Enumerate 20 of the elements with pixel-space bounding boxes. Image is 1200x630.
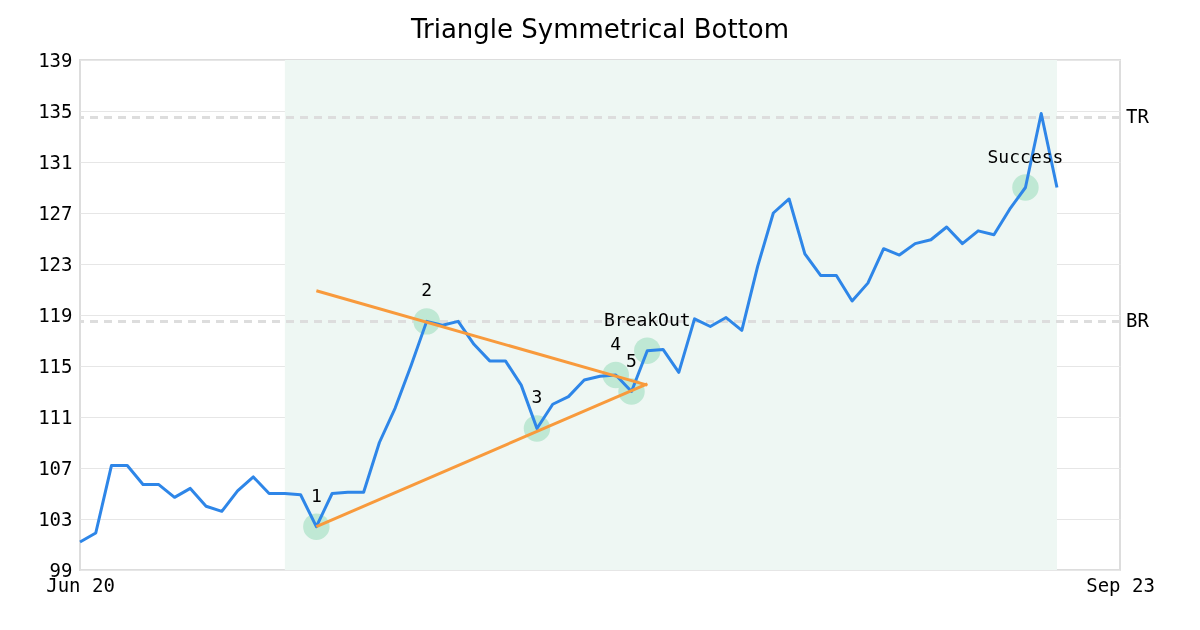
y-tick-label: 107 (38, 456, 73, 479)
y-tick-label: 131 (38, 150, 73, 173)
y-tick-label: 115 (38, 354, 73, 377)
x-tick-label: Sep 23 (1086, 573, 1155, 596)
y-tick-label: 111 (38, 405, 73, 428)
y-tick-label: 127 (38, 201, 73, 224)
annotation: 4 (610, 332, 622, 354)
ref-line-label: BR (1126, 309, 1150, 332)
y-tick-label: 135 (38, 99, 73, 122)
annotation: 3 (531, 386, 543, 408)
y-tick-label: 103 (38, 507, 73, 530)
annotation: 2 (421, 279, 433, 301)
chart-title: Triangle Symmetrical Bottom (409, 14, 790, 44)
y-tick-label: 123 (38, 252, 73, 275)
annotation: 1 (310, 484, 322, 506)
annotation: BreakOut (603, 308, 691, 330)
ref-line-label: TR (1126, 105, 1150, 128)
y-tick-label: 139 (38, 48, 73, 71)
y-tick-label: 119 (38, 303, 73, 326)
annotation: 5 (626, 349, 637, 371)
